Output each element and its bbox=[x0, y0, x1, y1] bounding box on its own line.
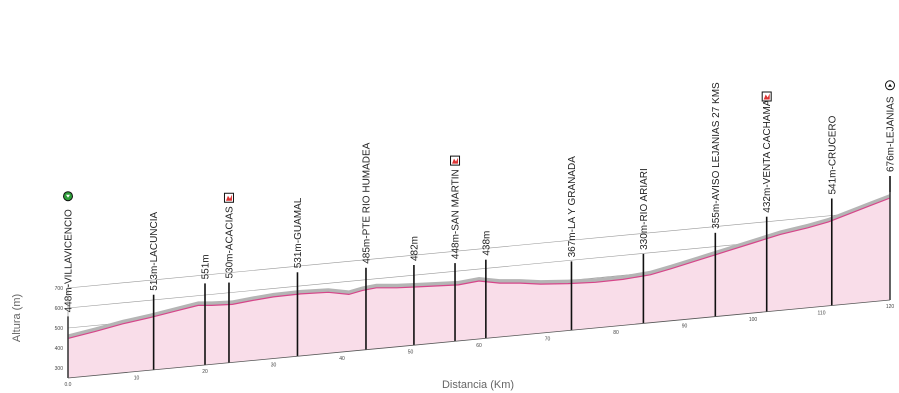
axis-layer: 300 400 500 600 700 0.0 10 20 30 40 50 60 70 80 90 100 1… bbox=[55, 192, 895, 388]
waypoint-label: 448m-SAN MARTIN bbox=[451, 169, 462, 259]
start-icon bbox=[63, 191, 73, 202]
y-tick-label: 300 bbox=[55, 366, 64, 372]
x-tick-label: 120 bbox=[886, 304, 895, 310]
waypoint-label: 551m bbox=[201, 254, 212, 279]
waypoint-label: 432m-VENTA CACHAMA bbox=[762, 99, 773, 213]
waypoint-label: 531m-GUAMAL bbox=[293, 197, 304, 268]
x-axis-line bbox=[67, 299, 891, 379]
waypoint-label: 676m-LEJANIAS bbox=[886, 96, 897, 172]
x-tick-label: 30 bbox=[271, 363, 277, 369]
x-tick-label: 80 bbox=[613, 330, 619, 336]
profile-line bbox=[67, 197, 891, 339]
y-axis-title: Altura (m) bbox=[11, 294, 23, 342]
y-tick-label: 500 bbox=[55, 326, 64, 332]
x-tick-label: 50 bbox=[408, 350, 414, 356]
waypoint-label: 355m-AVISO LEJANIAS 27 KMS bbox=[711, 82, 722, 229]
y-tick-label: 700 bbox=[55, 286, 64, 292]
x-tick-label: 90 bbox=[682, 324, 688, 330]
sprint-icon bbox=[761, 91, 772, 102]
x-tick-label: 70 bbox=[545, 337, 551, 343]
waypoint-label: 330m-RIO ARIARI bbox=[639, 168, 650, 250]
x-tick-label: 20 bbox=[202, 369, 208, 375]
sprint-icon bbox=[223, 192, 234, 203]
grid-line bbox=[67, 209, 891, 289]
sprint-icon bbox=[450, 155, 461, 166]
x-tick-label: 60 bbox=[476, 343, 482, 349]
profile-area bbox=[68, 198, 890, 378]
finish-icon bbox=[885, 80, 895, 91]
waypoint-label: 530m-ACACIAS bbox=[224, 206, 235, 279]
waypoint-label: 367m-LA Y GRANADA bbox=[567, 156, 578, 258]
x-tick-label: 0.0 bbox=[65, 382, 72, 388]
waypoint-label: 448m-VILLAVICENCIO bbox=[64, 209, 75, 312]
y-tick-label: 600 bbox=[55, 306, 64, 312]
waypoint-label: 541m-CRUCERO bbox=[827, 115, 838, 194]
waypoint-label: 482m bbox=[409, 236, 420, 261]
profile-layer bbox=[67, 194, 891, 378]
y-tick-label: 400 bbox=[55, 346, 64, 352]
waypoint-label: 513m-LACUNCIA bbox=[149, 211, 160, 290]
waypoint-label: 485m-PTE RIO HUMADEA bbox=[361, 142, 372, 263]
x-axis-title: Distancia (Km) bbox=[442, 379, 514, 391]
x-tick-label: 10 bbox=[134, 376, 140, 382]
x-tick-label: 40 bbox=[339, 356, 345, 362]
x-tick-label: 100 bbox=[749, 317, 758, 323]
x-tick-label: 110 bbox=[818, 311, 826, 317]
waypoint-label: 438m bbox=[481, 231, 492, 256]
